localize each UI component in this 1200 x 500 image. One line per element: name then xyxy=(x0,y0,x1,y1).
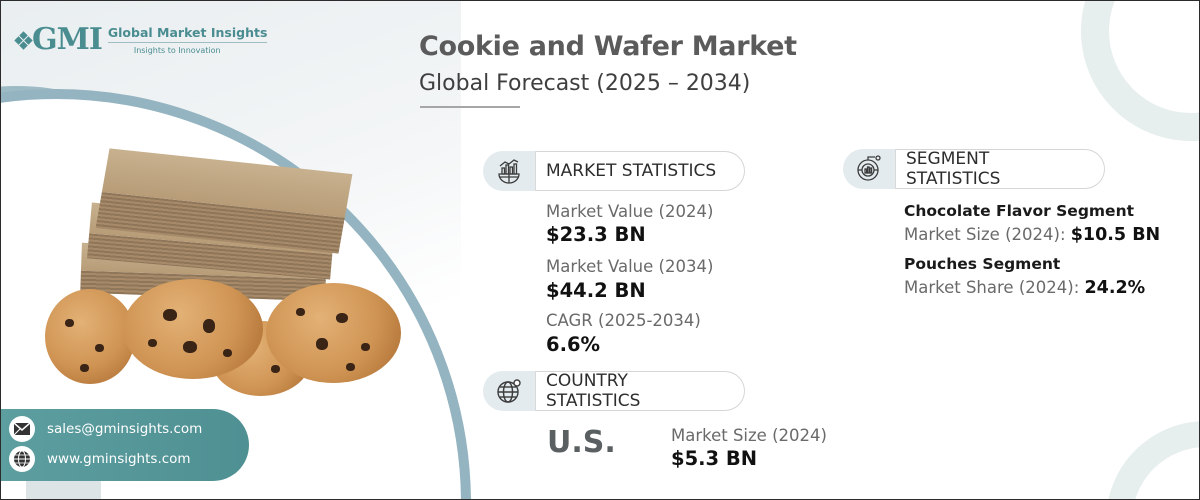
market-value-2034-label: Market Value (2034) xyxy=(546,257,714,276)
decorative-ring-bottom xyxy=(1106,421,1199,499)
contact-panel: sales@gminsights.com www.gminsights.com xyxy=(1,409,249,481)
country-market-size-label: Market Size (2024) xyxy=(671,426,827,445)
gmi-logo[interactable]: GMI Global Market Insights Insights to I… xyxy=(14,22,268,57)
cookies-and-wafers-image xyxy=(41,148,411,396)
cookie xyxy=(266,283,401,383)
logo-mark-text: GMI xyxy=(32,22,103,57)
page-subtitle: Global Forecast (2025 – 2034) xyxy=(419,71,751,96)
country-statistics-header: COUNTRY STATISTICS xyxy=(483,371,745,411)
website-contact[interactable]: www.gminsights.com xyxy=(9,446,191,472)
logo-text: Global Market Insights Insights to Innov… xyxy=(107,25,268,55)
page-title: Cookie and Wafer Market xyxy=(419,31,797,62)
country-market-size-value: $5.3 BN xyxy=(671,447,758,470)
pouches-market-share: Market Share (2024): 24.2% xyxy=(904,278,1145,298)
country-statistics-title: COUNTRY STATISTICS xyxy=(535,371,745,411)
chocolate-flavor-market-size: Market Size (2024): $10.5 BN xyxy=(904,225,1160,245)
pouches-value: 24.2% xyxy=(1084,278,1146,298)
logo-diamond-icon xyxy=(14,30,33,50)
chocolate-flavor-segment-title: Chocolate Flavor Segment xyxy=(904,202,1135,220)
envelope-icon xyxy=(9,416,35,442)
brand-tagline: Insights to Innovation xyxy=(133,46,221,55)
segment-statistics-title: SEGMENT STATISTICS xyxy=(895,149,1105,189)
chart-globe-icon xyxy=(483,151,535,191)
cookie xyxy=(123,279,263,379)
market-value-2024-label: Market Value (2024) xyxy=(546,202,714,221)
email-link[interactable]: sales@gminsights.com xyxy=(47,421,203,437)
decorative-band xyxy=(26,479,101,499)
cagr-label: CAGR (2025-2034) xyxy=(546,311,701,330)
segment-chart-icon xyxy=(843,149,895,189)
globe-pin-icon xyxy=(483,371,535,411)
brand-name: Global Market Insights xyxy=(107,25,268,43)
logo-mark: GMI xyxy=(14,22,103,57)
market-value-2024: $23.3 BN xyxy=(546,223,646,246)
decorative-ring-top xyxy=(1081,1,1199,141)
pouches-label: Market Share (2024): xyxy=(904,278,1085,297)
country-name: U.S. xyxy=(547,425,616,460)
cookie xyxy=(45,289,135,384)
title-divider xyxy=(420,106,520,108)
email-contact[interactable]: sales@gminsights.com xyxy=(9,416,202,442)
cagr-value: 6.6% xyxy=(546,333,601,356)
segment-statistics-header: SEGMENT STATISTICS xyxy=(843,149,1105,189)
market-value-2034: $44.2 BN xyxy=(546,279,646,302)
market-statistics-title: MARKET STATISTICS xyxy=(535,151,745,191)
website-link[interactable]: www.gminsights.com xyxy=(47,451,191,467)
chocolate-flavor-value: $10.5 BN xyxy=(1070,225,1161,245)
market-statistics-header: MARKET STATISTICS xyxy=(483,151,745,191)
globe-icon xyxy=(9,446,35,472)
chocolate-flavor-label: Market Size (2024): xyxy=(904,225,1071,244)
pouches-segment-title: Pouches Segment xyxy=(904,255,1061,273)
